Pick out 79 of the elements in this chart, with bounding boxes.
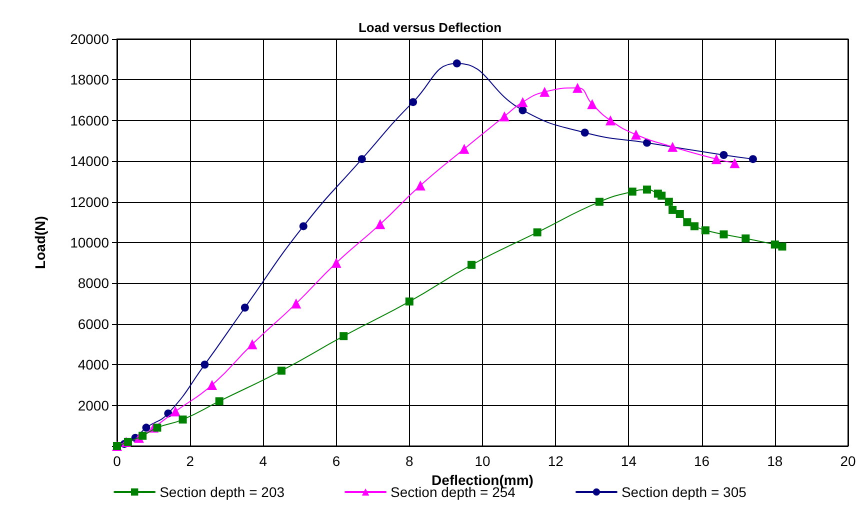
point	[748, 155, 757, 164]
point	[331, 258, 342, 268]
point	[299, 222, 308, 230]
x-tick-label: 10	[474, 453, 490, 469]
x-tick-label: 12	[548, 453, 564, 469]
point	[340, 332, 348, 340]
x-tick-label: 4	[259, 453, 268, 469]
point	[668, 142, 678, 152]
point	[690, 222, 698, 230]
point	[587, 99, 598, 110]
point	[642, 138, 651, 147]
point	[358, 155, 366, 164]
point	[124, 438, 132, 446]
point	[142, 424, 150, 432]
point	[711, 154, 722, 164]
y-tick-label: 4000	[78, 356, 110, 373]
point	[668, 206, 677, 214]
point	[642, 186, 651, 194]
y-tick-label: 12000	[70, 194, 110, 210]
point	[153, 424, 162, 432]
point	[291, 298, 302, 309]
x-tick-label: 2	[186, 453, 194, 469]
point	[701, 226, 710, 234]
point	[605, 115, 616, 126]
y-axis-title: Load(N)	[32, 216, 48, 269]
x-tick-label: 8	[406, 453, 414, 469]
point	[405, 298, 414, 306]
y-tick-label: 8000	[78, 275, 110, 292]
point	[580, 128, 589, 137]
point	[459, 144, 470, 154]
x-tick-label: 18	[767, 453, 783, 469]
point	[730, 158, 740, 168]
point	[742, 234, 750, 242]
point	[215, 397, 224, 406]
point	[676, 210, 684, 218]
point	[452, 59, 461, 68]
point	[770, 240, 779, 249]
x-tick-label: 14	[620, 453, 637, 469]
chart-title: Load versus Deflection	[358, 20, 502, 35]
point	[499, 111, 510, 122]
point	[540, 86, 550, 97]
point	[533, 228, 542, 236]
point	[720, 230, 728, 238]
x-tick-label: 6	[332, 453, 340, 469]
point	[170, 406, 180, 416]
y-tick-label: 10000	[70, 234, 110, 250]
x-tick-label: 20	[840, 453, 856, 469]
y-tick-label: 2000	[78, 397, 110, 414]
x-tick-label: 0	[113, 453, 122, 469]
point	[200, 360, 209, 369]
y-tick-label: 18000	[70, 72, 110, 88]
point	[240, 304, 249, 312]
legend-label: Section depth = 203	[160, 484, 285, 500]
point	[178, 416, 187, 424]
point	[375, 219, 386, 230]
point	[631, 130, 642, 140]
point	[628, 188, 636, 196]
point	[207, 380, 218, 390]
point	[138, 432, 147, 440]
point	[468, 260, 476, 269]
point	[664, 198, 673, 206]
point	[683, 218, 692, 226]
y-tick-label: 14000	[70, 153, 110, 170]
x-tick-label: 16	[694, 453, 710, 469]
point	[572, 82, 583, 93]
point	[247, 339, 258, 350]
point	[415, 180, 426, 191]
point	[778, 242, 786, 251]
y-tick-label: 6000	[78, 316, 110, 332]
legend-label: Section depth = 305	[621, 484, 747, 500]
point	[720, 150, 728, 159]
point	[518, 106, 527, 114]
point	[658, 192, 666, 200]
y-tick-label: 20000	[70, 31, 110, 47]
point	[518, 97, 528, 108]
point	[595, 198, 604, 206]
point	[277, 366, 286, 375]
point	[409, 98, 418, 106]
y-tick-label: 16000	[70, 112, 110, 128]
